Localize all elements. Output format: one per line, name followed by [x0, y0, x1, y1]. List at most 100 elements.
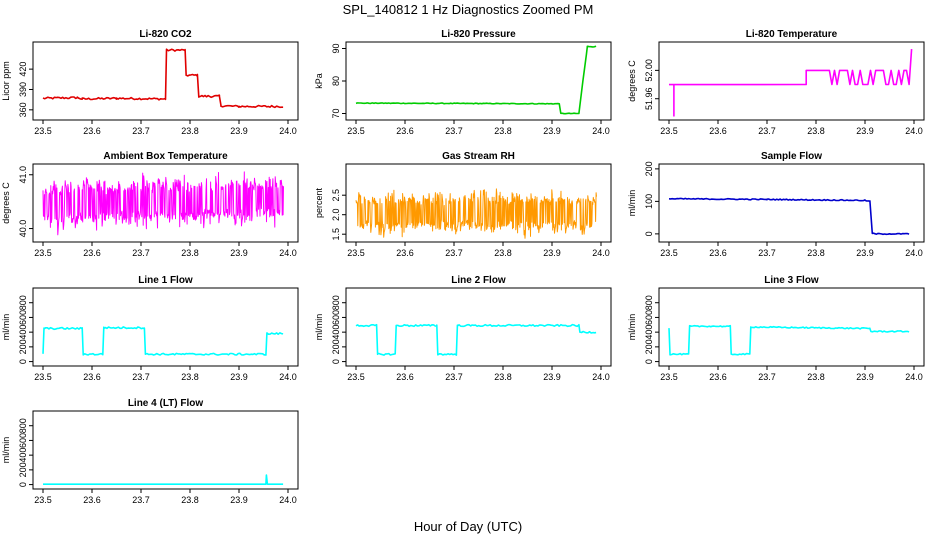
- y-axis-label: ml/min: [627, 314, 637, 341]
- panel-title: Line 1 Flow: [138, 275, 193, 286]
- y-axis-label: kPa: [314, 73, 324, 89]
- x-tick-label: 23.5: [347, 126, 365, 136]
- x-tick-label: 24.0: [279, 372, 297, 382]
- panel-title: Ambient Box Temperature: [103, 151, 228, 162]
- x-tick-label: 23.8: [181, 495, 199, 505]
- x-tick-label: 23.6: [83, 372, 101, 382]
- y-tick-label: 200: [18, 339, 28, 354]
- x-tick-label: 23.6: [709, 372, 727, 382]
- x-tick-label: 23.6: [396, 372, 414, 382]
- x-tick-label: 23.5: [34, 495, 52, 505]
- x-tick-label: 24.0: [592, 372, 610, 382]
- data-series-line: [355, 188, 597, 239]
- chart-panel-6: Sample Flow 23.5 23.6 23.7 23.8 23.9 24.0 0 100 2…: [627, 151, 925, 258]
- y-tick-label: 200: [331, 339, 341, 354]
- x-tick-label: 23.6: [83, 248, 101, 258]
- x-tick-label: 23.7: [758, 248, 776, 258]
- y-axis-label: ml/min: [1, 314, 11, 341]
- x-tick-label: 23.7: [445, 372, 463, 382]
- x-tick-label: 23.6: [396, 126, 414, 136]
- x-tick-label: 23.5: [34, 126, 52, 136]
- plot-frame: [658, 163, 925, 243]
- chart-panel-2: Li-820 Pressure 23.5 23.6 23.7 23.8 23.9 24.0 7…: [314, 29, 612, 136]
- y-tick-label: 800: [18, 295, 28, 310]
- plot-frame: [32, 287, 299, 367]
- panel-title: Gas Stream RH: [442, 151, 515, 162]
- x-tick-label: 23.5: [660, 372, 678, 382]
- y-tick-label: 200: [18, 462, 28, 477]
- data-series-line: [42, 48, 284, 109]
- x-tick-label: 23.6: [709, 248, 727, 258]
- chart-panel-1: Li-820 CO2 23.5 23.6 23.7 23.8 23.9 24.0 360 390…: [1, 29, 299, 136]
- y-tick-label: 51.96: [644, 87, 654, 110]
- panel-title: Li-820 CO2: [139, 29, 192, 40]
- x-tick-label: 23.5: [347, 372, 365, 382]
- y-tick-label: 400: [18, 448, 28, 463]
- x-tick-label: 23.6: [83, 126, 101, 136]
- x-tick-label: 23.7: [445, 126, 463, 136]
- y-tick-label: 90: [331, 43, 341, 53]
- x-tick-label: 24.0: [279, 495, 297, 505]
- y-tick-label: 800: [644, 295, 654, 310]
- x-tick-label: 24.0: [592, 126, 610, 136]
- data-series-line: [42, 171, 284, 236]
- x-tick-label: 23.8: [807, 248, 825, 258]
- plot-frame: [32, 410, 299, 490]
- data-series-line: [355, 323, 597, 356]
- y-tick-label: 41.0: [18, 166, 28, 184]
- y-tick-label: 360: [18, 102, 28, 117]
- y-tick-label: 0: [331, 359, 341, 364]
- x-tick-label: 23.9: [230, 248, 248, 258]
- x-tick-label: 23.5: [34, 248, 52, 258]
- x-tick-label: 23.8: [494, 126, 512, 136]
- x-tick-label: 23.6: [396, 248, 414, 258]
- panel-title: Line 4 (LT) Flow: [128, 398, 204, 409]
- x-tick-label: 23.9: [856, 372, 874, 382]
- y-tick-label: 420: [18, 62, 28, 77]
- x-tick-label: 23.9: [543, 248, 561, 258]
- y-axis-label: percent: [314, 187, 324, 218]
- y-tick-label: 80: [331, 76, 341, 86]
- figure-xlabel: Hour of Day (UTC): [414, 519, 522, 534]
- y-tick-label: 600: [644, 310, 654, 325]
- plot-frame: [32, 163, 299, 243]
- y-axis-label: ml/min: [627, 190, 637, 217]
- y-tick-label: 200: [644, 161, 654, 176]
- x-tick-label: 23.8: [807, 126, 825, 136]
- chart-panel-3: Li-820 Temperature 23.5 23.6 23.7 23.8 23.9 24…: [627, 29, 925, 136]
- panel-title: Line 3 Flow: [764, 275, 819, 286]
- chart-panel-10: Line 4 (LT) Flow 23.5 23.6 23.7 23.8 23.9 24.0…: [1, 398, 299, 505]
- x-tick-label: 23.5: [660, 126, 678, 136]
- plot-frame: [32, 41, 299, 121]
- panel-title: Li-820 Pressure: [441, 29, 516, 40]
- chart-panel-9: Line 3 Flow 23.5 23.6 23.7 23.8 23.9 24.0 0 2004…: [627, 275, 925, 382]
- x-tick-label: 24.0: [905, 126, 923, 136]
- y-axis-label: ml/min: [314, 314, 324, 341]
- plot-frame: [658, 287, 925, 367]
- x-tick-label: 23.7: [132, 126, 150, 136]
- figure-title: SPL_140812 1 Hz Diagnostics Zoomed PM: [343, 2, 594, 17]
- x-tick-label: 23.8: [494, 372, 512, 382]
- y-tick-label: 2.5: [331, 189, 341, 202]
- x-tick-label: 23.5: [34, 372, 52, 382]
- y-tick-label: 0: [18, 482, 28, 487]
- x-tick-label: 23.8: [181, 372, 199, 382]
- chart-panel-5: Gas Stream RH 23.5 23.6 23.7 23.8 23.9 24.0 1.5…: [314, 151, 612, 258]
- plot-frame: [345, 163, 612, 243]
- x-tick-label: 24.0: [592, 248, 610, 258]
- y-tick-label: 800: [18, 418, 28, 433]
- panel-title: Li-820 Temperature: [746, 29, 838, 40]
- x-tick-label: 23.9: [543, 126, 561, 136]
- y-tick-label: 400: [18, 325, 28, 340]
- y-tick-label: 600: [18, 310, 28, 325]
- x-tick-label: 23.9: [230, 126, 248, 136]
- x-tick-label: 23.8: [807, 372, 825, 382]
- y-axis-label: degrees C: [627, 60, 637, 102]
- y-tick-label: 400: [331, 325, 341, 340]
- y-tick-label: 0: [644, 231, 654, 236]
- chart-panel-4: Ambient Box Temperature 23.5 23.6 23.7 23.8 2…: [1, 151, 299, 258]
- x-tick-label: 23.8: [181, 126, 199, 136]
- x-tick-label: 24.0: [905, 372, 923, 382]
- x-tick-label: 23.7: [758, 126, 776, 136]
- y-tick-label: 52.00: [644, 59, 654, 82]
